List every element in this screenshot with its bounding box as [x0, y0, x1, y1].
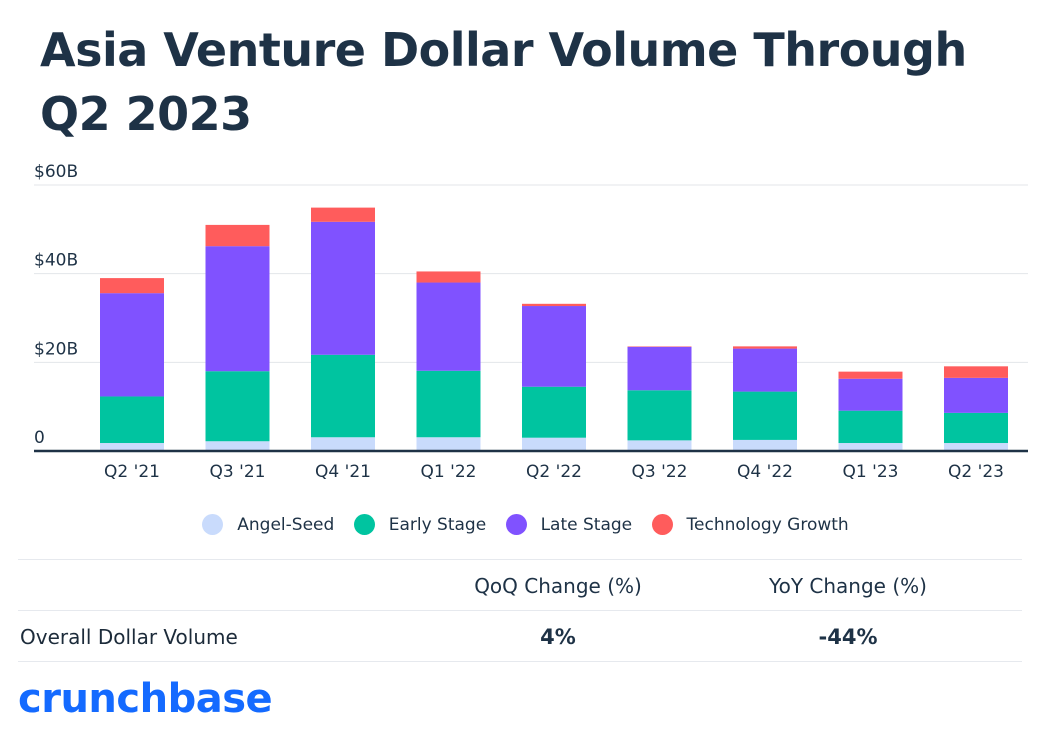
bar-late-stage: [416, 282, 481, 371]
bar-early-stage: [733, 391, 797, 440]
bar-early-stage: [100, 396, 164, 444]
bar-technology-growth: [311, 207, 375, 222]
bar-early-stage: [522, 386, 586, 438]
bar-technology-growth: [838, 371, 903, 379]
legend-item-angel-seed: Angel-Seed: [202, 514, 334, 535]
bar-angel-seed: [522, 437, 586, 451]
chart-legend: Angel-Seed Early Stage Late Stage Techno…: [0, 514, 1051, 540]
bar-technology-growth: [522, 303, 586, 307]
bar-early-stage: [416, 370, 481, 438]
legend-swatch-technology-growth: [651, 514, 673, 535]
legend-label-angel-seed: Angel-Seed: [237, 514, 335, 535]
x-tick-label: Q3 '22: [632, 462, 688, 482]
bar-angel-seed: [944, 443, 1008, 451]
y-tick-label: $60B: [34, 162, 78, 182]
legend-swatch-angel-seed: [202, 514, 224, 535]
bar-early-stage: [311, 354, 375, 438]
bar-technology-growth: [100, 278, 164, 294]
bar-late-stage: [733, 348, 797, 392]
table-header-row: QoQ Change (%) YoY Change (%): [18, 559, 1022, 610]
yoy-value: -44%: [818, 625, 878, 649]
bar-technology-growth: [205, 224, 270, 247]
qoq-value: 4%: [540, 625, 576, 649]
x-tick-label: Q3 '21: [210, 462, 266, 482]
bar-late-stage: [522, 306, 586, 387]
crunchbase-logo: crunchbase: [18, 676, 273, 722]
bar-technology-growth: [416, 271, 481, 283]
x-tick-label: Q1 '23: [843, 462, 899, 482]
table-header-yoy: YoY Change (%): [769, 574, 927, 598]
y-tick-label: $20B: [34, 339, 78, 359]
legend-item-technology-growth: Technology Growth: [651, 514, 849, 535]
table-header-qoq: QoQ Change (%): [474, 574, 642, 598]
bar-late-stage: [627, 346, 692, 391]
bar-late-stage: [311, 221, 375, 355]
legend-label-technology-growth: Technology Growth: [686, 514, 849, 535]
bar-late-stage: [205, 246, 270, 372]
bar-angel-seed: [733, 439, 797, 451]
bar-late-stage: [100, 293, 164, 397]
bar-early-stage: [627, 390, 692, 441]
row-label: Overall Dollar Volume: [20, 625, 238, 649]
bar-early-stage: [944, 412, 1008, 444]
legend-item-late-stage: Late Stage: [505, 514, 633, 535]
change-table: QoQ Change (%) YoY Change (%) Overall Do…: [18, 559, 1022, 662]
legend-item-early-stage: Early Stage: [353, 514, 487, 535]
bar-angel-seed: [838, 443, 903, 451]
bar-technology-growth: [944, 366, 1008, 378]
bar-angel-seed: [100, 443, 164, 451]
legend-label-late-stage: Late Stage: [540, 514, 633, 535]
y-tick-label: 0: [34, 428, 45, 448]
x-tick-label: Q2 '21: [104, 462, 160, 482]
bar-technology-growth: [733, 346, 797, 349]
bar-early-stage: [205, 371, 270, 442]
x-tick-label: Q1 '22: [421, 462, 477, 482]
legend-label-early-stage: Early Stage: [388, 514, 487, 535]
bar-late-stage: [838, 378, 903, 411]
x-tick-label: Q2 '22: [526, 462, 582, 482]
stacked-bar-chart: 0 $20B $40B $60B Q2 '21 Q3 '21 Q4 '21 Q1 '22 Q2 …: [34, 162, 1028, 482]
legend-swatch-early-stage: [353, 514, 375, 535]
bar-angel-seed: [205, 441, 270, 451]
bar-late-stage: [944, 377, 1008, 413]
legend-swatch-late-stage: [505, 514, 527, 535]
x-tick-label: Q4 '22: [737, 462, 793, 482]
y-tick-label: $40B: [34, 251, 78, 271]
bar-angel-seed: [416, 437, 481, 451]
bar-angel-seed: [311, 437, 375, 451]
x-tick-label: Q4 '21: [315, 462, 371, 482]
table-row: Overall Dollar Volume 4% -44%: [18, 610, 1022, 662]
bar-angel-seed: [627, 440, 692, 451]
chart-title: Asia Venture Dollar Volume Through Q2 20…: [40, 23, 967, 141]
x-tick-label: Q2 '23: [948, 462, 1004, 482]
bar-early-stage: [838, 410, 903, 444]
